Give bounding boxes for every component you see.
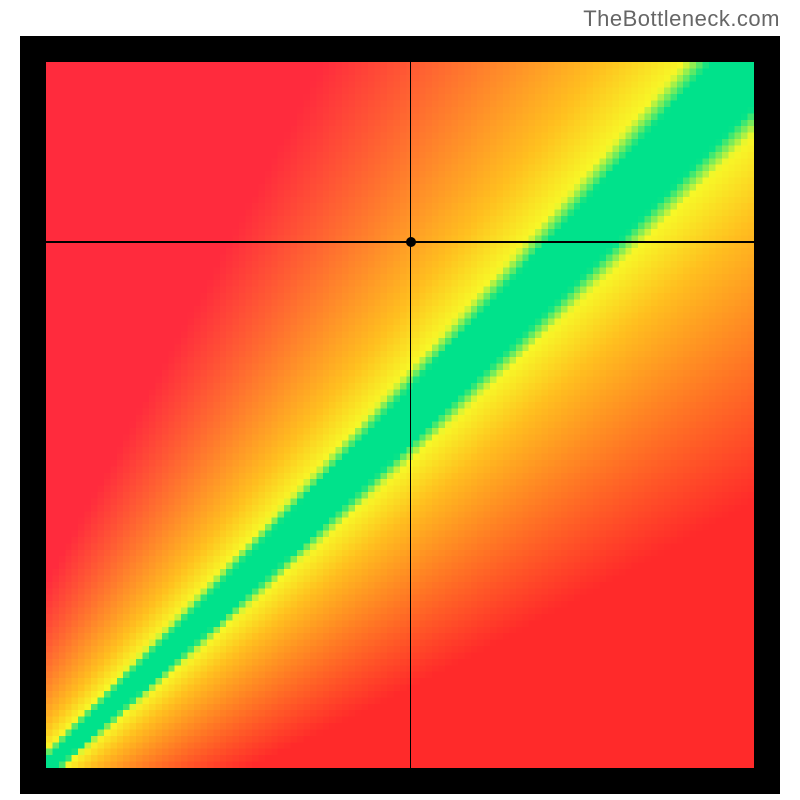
- crosshair-horizontal: [46, 241, 754, 243]
- bottleneck-heatmap: [46, 62, 754, 768]
- watermark-text: TheBottleneck.com: [583, 6, 780, 32]
- chart-container: TheBottleneck.com: [0, 0, 800, 800]
- crosshair-vertical: [410, 62, 412, 768]
- crosshair-marker: [406, 237, 416, 247]
